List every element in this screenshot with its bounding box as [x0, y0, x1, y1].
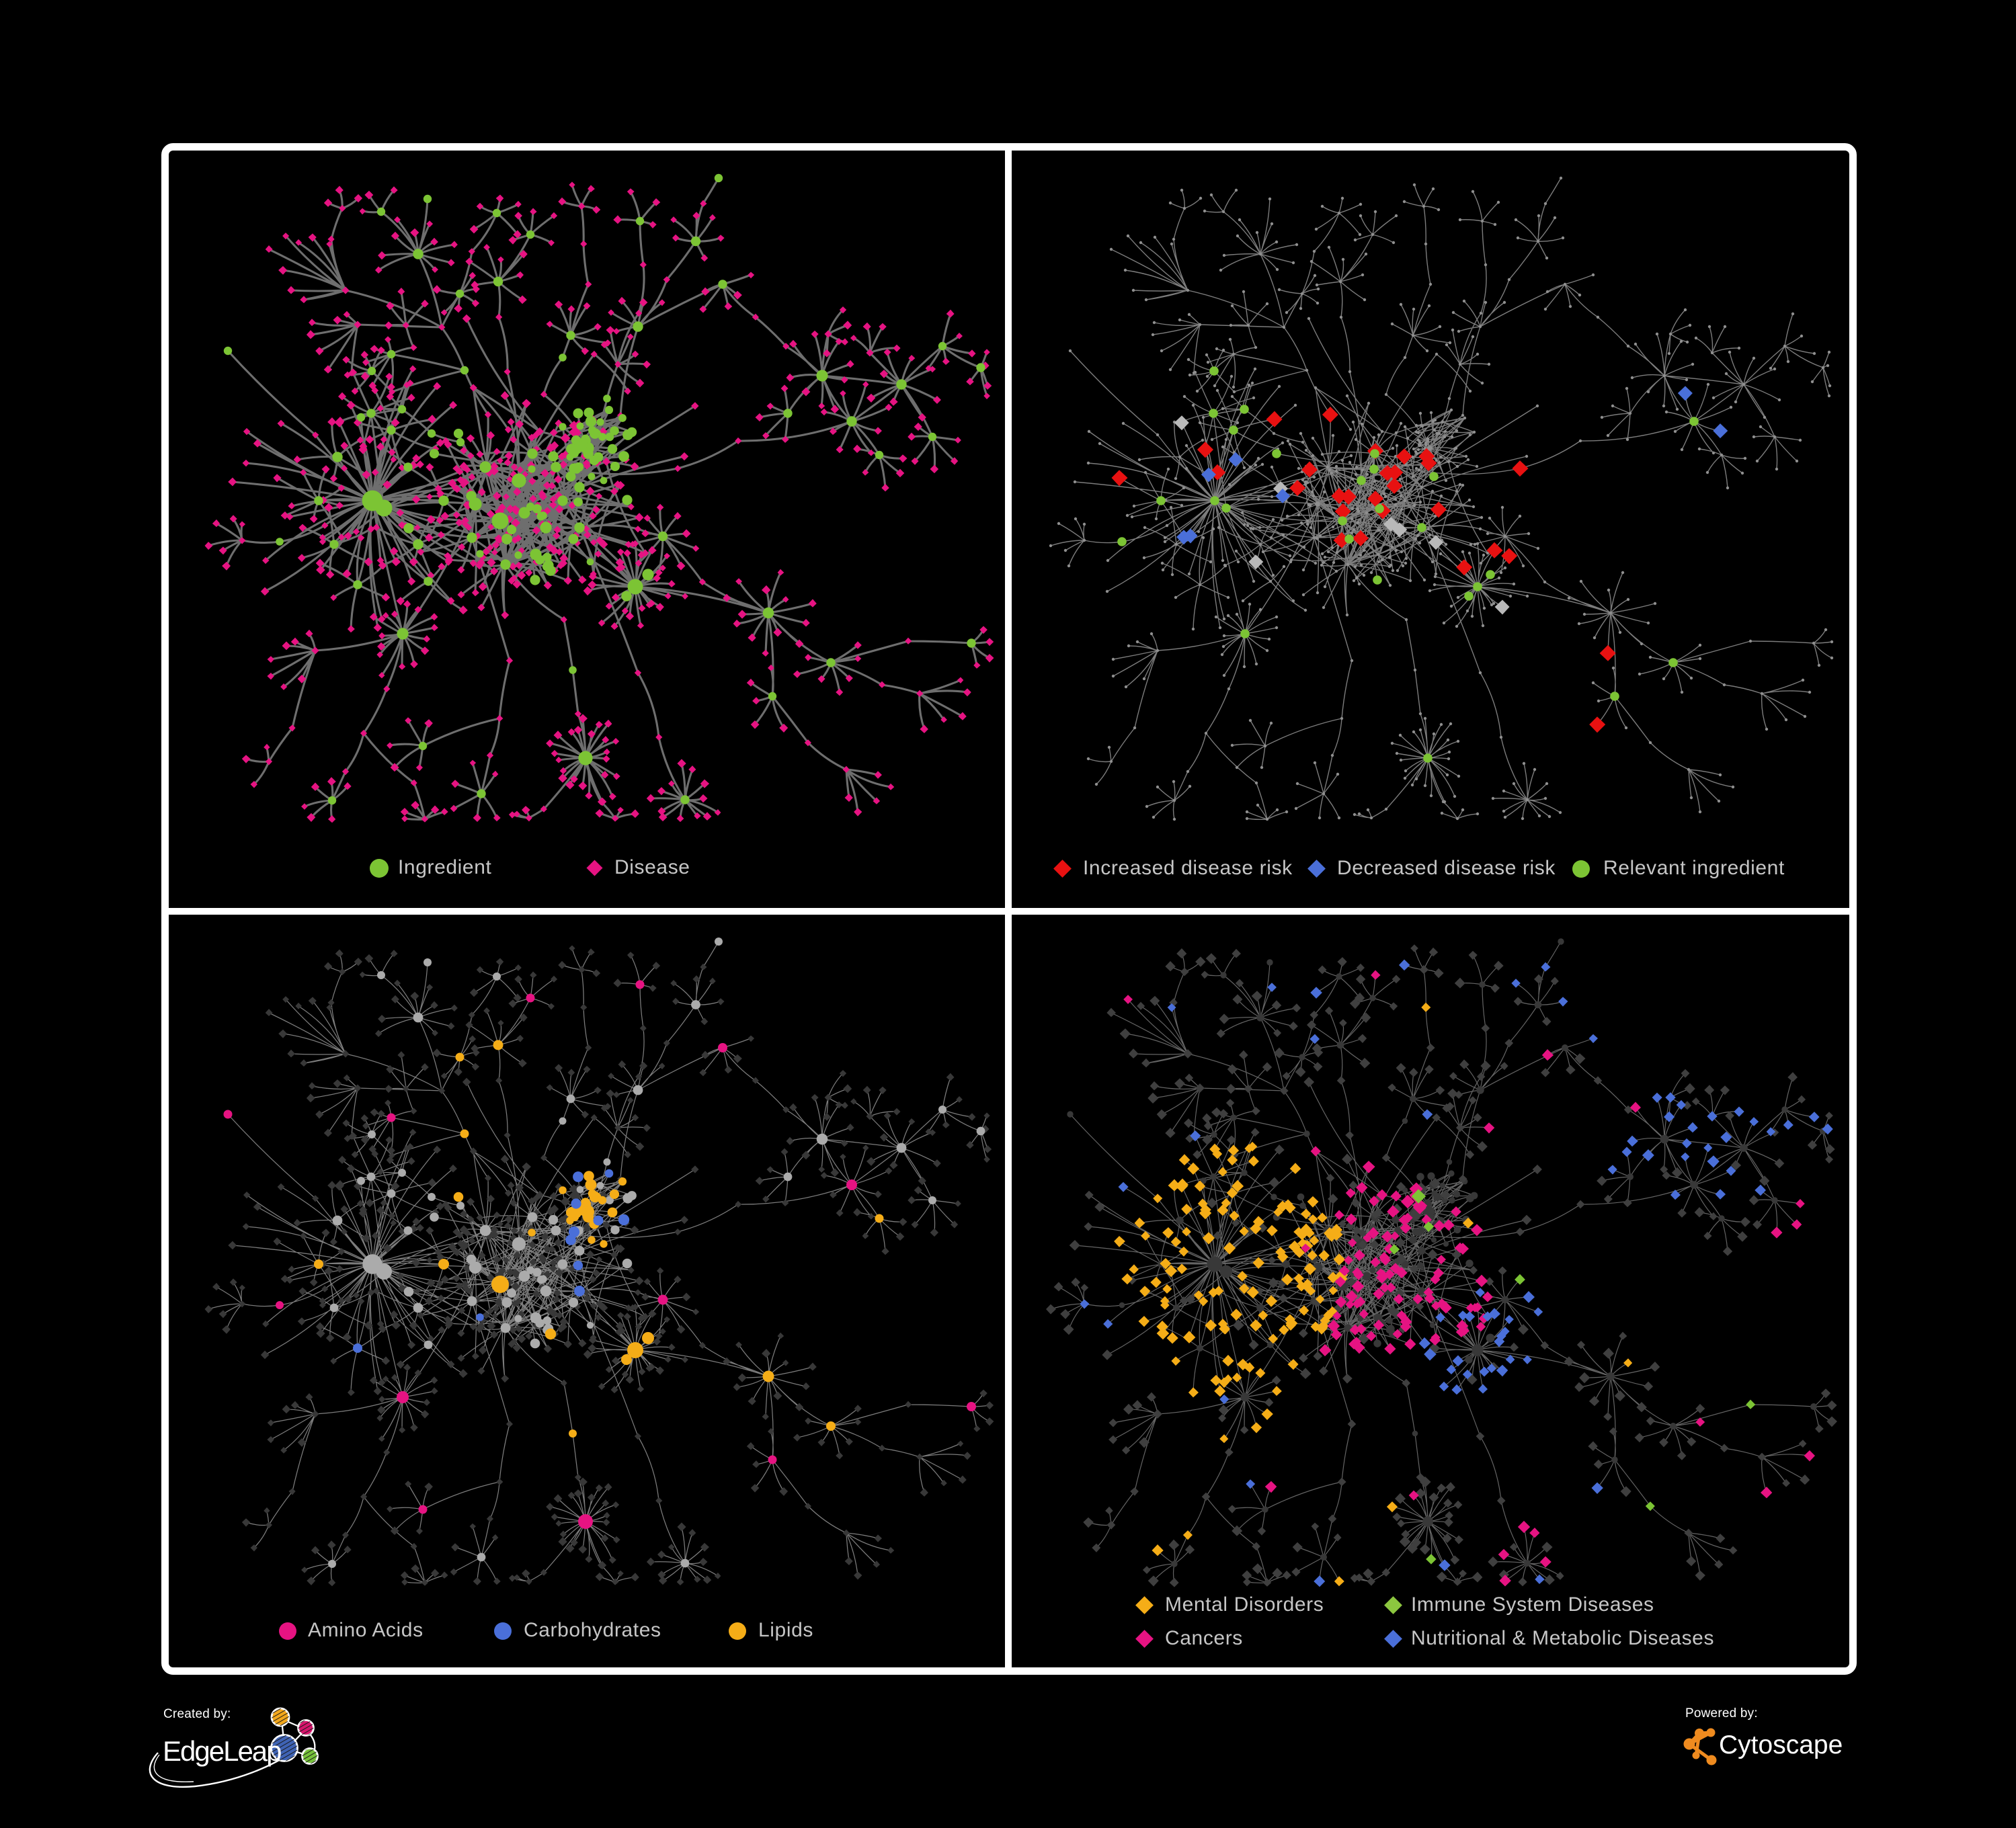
- svg-text:Cytoscape: Cytoscape: [1719, 1731, 1843, 1759]
- svg-text:EdgeLeap: EdgeLeap: [163, 1735, 281, 1767]
- svg-text:Created by:: Created by:: [163, 1707, 231, 1721]
- svg-text:Powered by:: Powered by:: [1685, 1706, 1758, 1720]
